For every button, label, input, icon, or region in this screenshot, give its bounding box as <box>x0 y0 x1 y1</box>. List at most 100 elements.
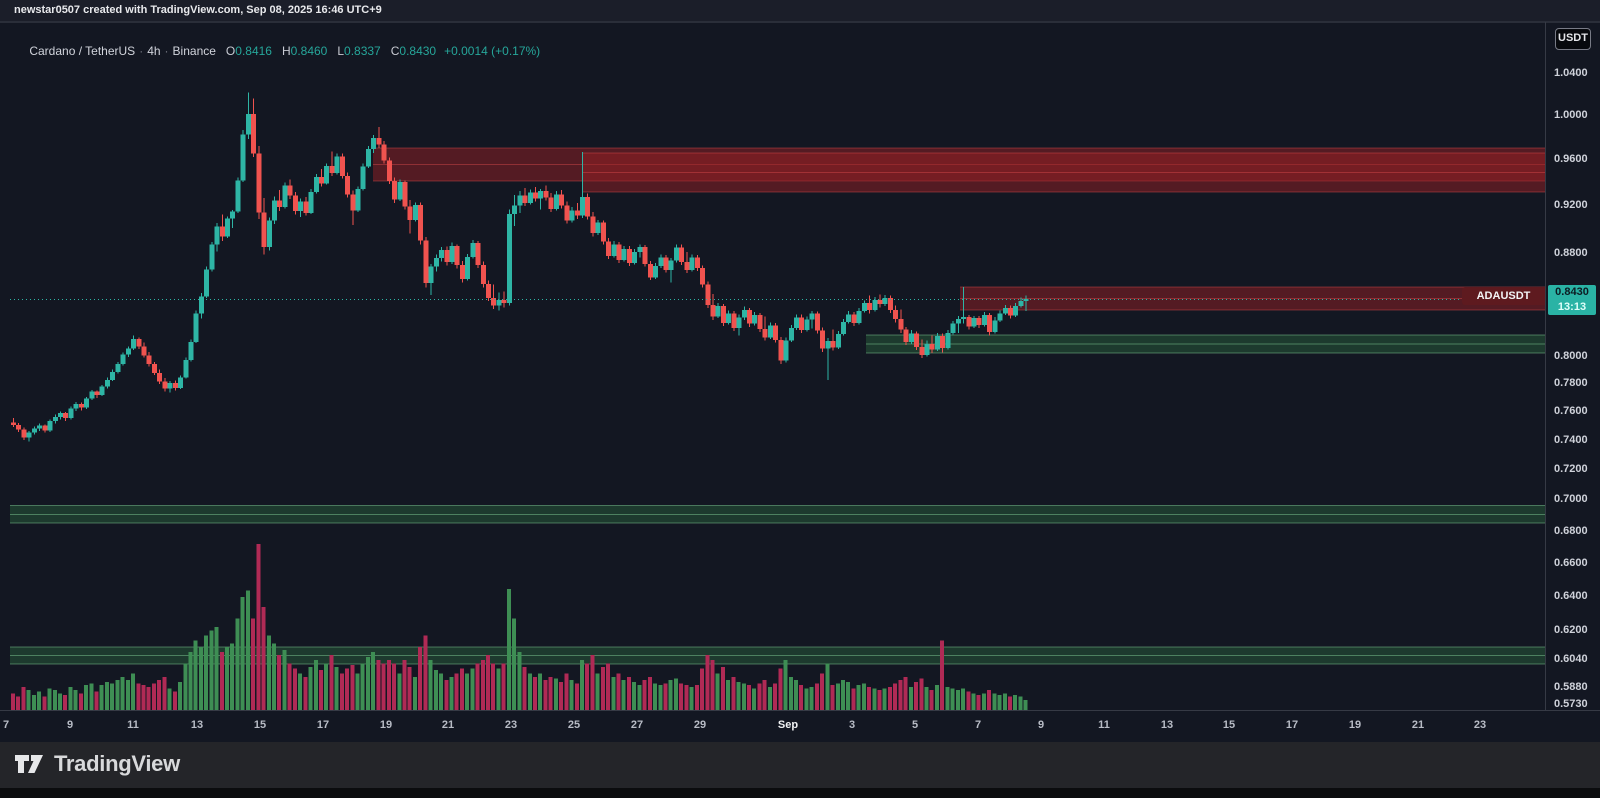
volume-bar <box>616 673 621 710</box>
candle-body <box>762 328 768 338</box>
volume-bar <box>778 668 783 710</box>
volume-bar <box>125 680 130 710</box>
volume-bar <box>788 676 793 710</box>
time-axis-label: 23 <box>1473 719 1487 731</box>
volume-bar <box>846 681 851 710</box>
volume-bar <box>230 643 235 710</box>
candle-body <box>486 284 492 298</box>
candle-body <box>747 309 753 324</box>
candle-body <box>104 379 110 387</box>
time-axis-label: 7 <box>2 719 10 731</box>
candle-body <box>887 297 893 310</box>
volume-bar <box>37 691 42 710</box>
candle-body <box>538 190 544 199</box>
price-axis[interactable]: 1.0400 1.0000 0.9600 0.9200 0.8800 0.8000 0.78… <box>1545 22 1600 710</box>
legend-symbol-title[interactable]: Cardano / TetherUS <box>29 44 136 58</box>
candle-body <box>731 313 737 328</box>
candle-body <box>632 252 638 264</box>
candle-body <box>517 195 523 206</box>
footer-bar: TradingView <box>0 742 1600 788</box>
volume-bar <box>151 683 156 710</box>
candle-body <box>334 156 340 173</box>
volume-bar <box>84 685 89 710</box>
candle-body <box>668 260 674 270</box>
volume-bar <box>167 688 172 710</box>
candle-body <box>329 166 335 173</box>
legend-open-label: O <box>225 44 236 58</box>
legend-interval[interactable]: 4h <box>147 44 161 58</box>
volume-bar <box>569 680 574 710</box>
candle-body <box>647 263 653 278</box>
supply-zone <box>583 152 1545 192</box>
volume-bar <box>663 683 668 710</box>
candle-body <box>778 339 784 361</box>
volume-bar <box>73 690 78 710</box>
volume-bar <box>63 695 68 710</box>
candle-body <box>684 261 690 271</box>
volume-bar <box>459 668 464 710</box>
volume-bar <box>308 666 313 710</box>
candle-body <box>245 114 251 135</box>
volume-bar <box>172 691 177 710</box>
volume-bar <box>684 685 689 710</box>
candle-body <box>162 381 168 389</box>
volume-bar <box>564 673 569 710</box>
candle-body <box>626 249 632 264</box>
candle-body <box>52 416 58 422</box>
currency-toggle-button[interactable]: USDT <box>1555 28 1591 50</box>
time-axis-label: 17 <box>316 719 330 731</box>
candle-body <box>877 300 883 305</box>
candle-body <box>21 429 27 438</box>
candle-body <box>700 268 706 285</box>
candle-body <box>449 245 455 263</box>
volume-bar <box>251 618 256 710</box>
volume-bar <box>115 680 120 710</box>
candle-body <box>308 192 314 213</box>
candle-body <box>496 300 502 306</box>
volume-bar <box>825 663 830 710</box>
zone-symbol-tag: ADAUSDT <box>1462 286 1545 305</box>
volume-bar <box>992 693 997 710</box>
volume-bar <box>428 660 433 710</box>
volume-bar <box>548 676 553 710</box>
candle-body <box>501 300 507 304</box>
volume-bar <box>538 673 543 710</box>
price-axis-label: 0.7000 <box>1554 493 1588 506</box>
candle-body <box>522 195 528 204</box>
volume-bar <box>914 681 919 710</box>
time-axis[interactable]: 7 9 11 13 15 17 19 21 23 25 27 29 Sep 3 5 7 9 11 13 15 17 19 2… <box>0 710 1600 742</box>
brand-lockup[interactable]: TradingView <box>14 751 180 777</box>
volume-bar <box>997 695 1002 710</box>
volume-bar <box>360 663 365 710</box>
volume-bar <box>439 673 444 710</box>
candle-body <box>397 182 403 200</box>
candle-body <box>663 257 669 270</box>
volume-bar <box>950 688 955 710</box>
candle-body <box>376 137 382 145</box>
volume-bar <box>987 690 992 710</box>
volume-bar <box>198 646 203 710</box>
volume-bar <box>339 673 344 710</box>
candle-body <box>981 314 987 325</box>
volume-bar <box>731 676 736 710</box>
candle-body <box>835 333 841 348</box>
volume-bar <box>898 680 903 710</box>
candle-body <box>715 306 721 317</box>
time-axis-label: 15 <box>253 719 267 731</box>
volume-bar <box>668 680 673 710</box>
candle-body <box>491 297 497 306</box>
candle-body <box>433 257 439 267</box>
volume-bar <box>99 685 104 710</box>
volume-bar <box>694 685 699 710</box>
volume-bar <box>814 683 819 710</box>
candle-body <box>303 201 309 213</box>
volume-bar <box>1023 700 1028 710</box>
price-axis-label: 0.7600 <box>1554 404 1588 417</box>
volume-bar <box>418 646 423 710</box>
candle-body <box>579 196 585 216</box>
candle-body <box>945 333 951 348</box>
volume-bar <box>475 663 480 710</box>
candle-body <box>882 297 888 305</box>
volume-bar <box>256 544 261 710</box>
